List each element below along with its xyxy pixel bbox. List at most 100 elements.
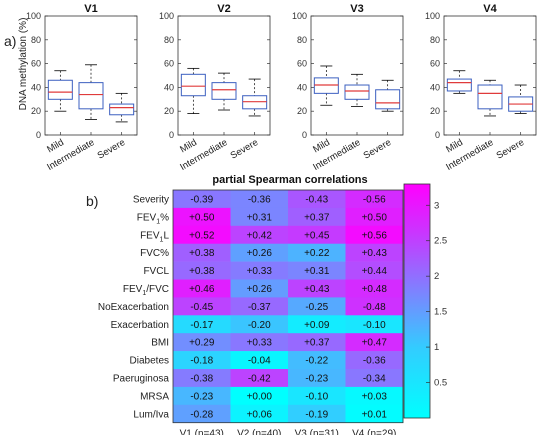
heatmap-cell bbox=[230, 351, 289, 370]
heatmap-cell bbox=[345, 333, 404, 352]
cell-value: +0.42 bbox=[247, 230, 273, 241]
heatmap-cell bbox=[288, 190, 346, 209]
box-mild: Mild bbox=[45, 70, 73, 155]
heatmap-cell bbox=[230, 404, 289, 423]
cell-value: +0.43 bbox=[304, 284, 330, 295]
y-tick-label: 0 bbox=[169, 130, 174, 140]
row-label-text: Exacerbation bbox=[111, 320, 169, 331]
heatmap-cell bbox=[173, 279, 231, 298]
row-label: MRSA bbox=[140, 391, 169, 402]
row-label-subscript: 1 bbox=[142, 290, 146, 297]
row-label-text: Severity bbox=[133, 194, 169, 205]
y-tick-label: 20 bbox=[164, 106, 174, 116]
heatmap-cell bbox=[345, 243, 404, 262]
heatmap-cell bbox=[173, 207, 231, 227]
panel-a-label: a) bbox=[4, 33, 16, 49]
y-tick-label: 60 bbox=[164, 59, 174, 69]
heatmap-cell bbox=[345, 279, 404, 298]
cell-value: -0.20 bbox=[248, 320, 271, 331]
cell-value: -0.25 bbox=[305, 302, 328, 313]
y-tick-label: 20 bbox=[297, 106, 307, 116]
y-tick-label: 0 bbox=[435, 130, 440, 140]
heatmap-cell bbox=[230, 243, 289, 262]
heatmap-cell bbox=[230, 333, 289, 352]
row-label: FEV1L bbox=[140, 230, 169, 243]
box-iqr bbox=[47, 79, 73, 100]
y-tick-label: 80 bbox=[164, 35, 174, 45]
box-mild: Mild bbox=[178, 67, 206, 155]
cell-value: +0.33 bbox=[247, 266, 273, 277]
heatmap-cell bbox=[345, 261, 404, 280]
row-label-text: MRSA bbox=[140, 391, 169, 402]
heatmap-cell bbox=[345, 315, 404, 334]
subplot-title: V3 bbox=[350, 3, 363, 15]
heatmap-cell bbox=[173, 261, 231, 280]
heatmap-cell bbox=[230, 225, 289, 244]
cell-value: -0.45 bbox=[190, 302, 213, 313]
y-tick-label: 0 bbox=[302, 130, 307, 140]
cell-value: +0.47 bbox=[362, 338, 388, 349]
row-label: BMI bbox=[151, 338, 169, 349]
cell-value: -0.23 bbox=[305, 373, 328, 384]
colorbar bbox=[404, 184, 430, 418]
box-intermediate: Intermediate bbox=[444, 79, 503, 173]
box-iqr bbox=[477, 84, 503, 110]
heatmap-cell bbox=[288, 243, 346, 262]
heatmap-cell bbox=[345, 225, 404, 244]
row-label-suffix: /FVC bbox=[146, 284, 169, 295]
colorbar-tick-label: 1 bbox=[434, 342, 439, 353]
cell-value: +0.33 bbox=[247, 338, 273, 349]
heatmap-cell bbox=[173, 315, 231, 334]
y-axis-label: DNA methylation (%) bbox=[18, 18, 29, 111]
colorbar-ticks: 0.5 1 1.5 2 2.5 3 bbox=[403, 183, 447, 419]
y-tick-label: 100 bbox=[292, 11, 307, 21]
heatmap-frame bbox=[172, 189, 404, 424]
x-tick-label: Severe bbox=[495, 137, 527, 162]
row-label: Lum/Iva bbox=[133, 409, 169, 420]
heatmap-cell bbox=[345, 297, 404, 316]
cell-value: +0.26 bbox=[247, 248, 273, 259]
cell-value: +0.31 bbox=[304, 266, 330, 277]
heatmap-cell bbox=[173, 386, 231, 406]
cell-value: -0.36 bbox=[363, 356, 386, 367]
y-tick-label: 100 bbox=[159, 11, 174, 21]
heatmap-cell bbox=[173, 190, 231, 209]
box-mild: Mild bbox=[311, 65, 339, 155]
row-label-suffix: % bbox=[160, 212, 169, 223]
heatmap-cell bbox=[230, 386, 289, 406]
cell-value: -0.23 bbox=[190, 391, 213, 402]
cell-value: -0.38 bbox=[190, 373, 213, 384]
box-intermediate: Intermediate bbox=[178, 72, 237, 173]
y-tick-label: 20 bbox=[430, 106, 440, 116]
row-label: FEV1% bbox=[137, 212, 169, 225]
heatmap-cell bbox=[345, 404, 404, 423]
cell-value: +0.38 bbox=[189, 248, 215, 259]
heatmap-cell bbox=[345, 190, 404, 209]
heatmap-cell bbox=[230, 207, 289, 227]
subplot-title: V1 bbox=[84, 3, 97, 15]
y-tick-label: 100 bbox=[425, 11, 440, 21]
x-tick-label: Severe bbox=[362, 137, 394, 162]
cell-value: -0.19 bbox=[305, 409, 328, 420]
row-label: Severity bbox=[133, 194, 169, 205]
row-label: FVC% bbox=[140, 248, 169, 259]
heatmap-cell bbox=[230, 315, 289, 334]
cell-value: -0.22 bbox=[305, 356, 328, 367]
cell-value: -0.18 bbox=[190, 356, 213, 367]
box-intermediate: Intermediate bbox=[311, 73, 370, 173]
y-tick-label: 80 bbox=[430, 35, 440, 45]
row-label-text: BMI bbox=[151, 338, 169, 349]
box-severe: Severe bbox=[229, 78, 268, 162]
heatmap-cell bbox=[230, 279, 289, 298]
row-label-text: FVCL bbox=[143, 266, 169, 277]
cell-value: +0.50 bbox=[362, 212, 388, 223]
heatmap-cell bbox=[173, 225, 231, 244]
heatmap-cell bbox=[173, 297, 231, 316]
box-intermediate: Intermediate bbox=[45, 64, 104, 173]
cell-value: +0.43 bbox=[362, 248, 388, 259]
cell-value: +0.26 bbox=[247, 284, 273, 295]
